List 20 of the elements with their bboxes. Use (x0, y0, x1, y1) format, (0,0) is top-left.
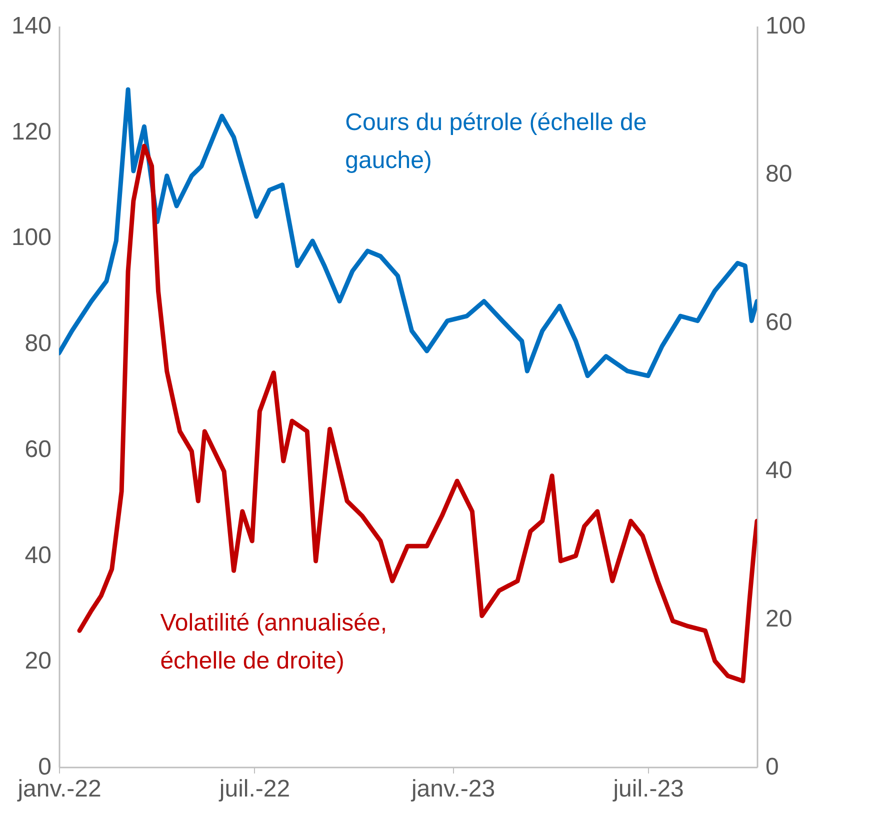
text: Cours du pétrole (échelle de gauche) (345, 109, 647, 174)
x-tick-label: juil.-22 (218, 776, 290, 802)
series-label: Volatilité (annualisée, échelle de droite) (160, 609, 388, 674)
x-tick-label: janv.-23 (410, 776, 496, 802)
y-tick-label: 140 (11, 12, 52, 40)
line-series (59, 87, 757, 378)
y2-tick-label: 100 (766, 12, 806, 40)
line-series (77, 144, 757, 684)
y-tick-label: 40 (24, 542, 52, 569)
y2-tick-label: 60 (766, 308, 792, 336)
y2-tick-label: 0 (766, 754, 779, 780)
y-tick-label: 120 (11, 118, 52, 146)
y-tick-label: 100 (11, 224, 52, 252)
y-tick-label: 20 (24, 648, 52, 675)
y2-tick-label: 20 (766, 605, 792, 632)
y-tick-label: 60 (24, 436, 52, 463)
y2-tick-label: 40 (766, 457, 792, 484)
y2-tick-label: 80 (766, 160, 792, 188)
x-tick-label: juil.-23 (612, 776, 684, 802)
y-tick-label: 80 (24, 330, 52, 358)
